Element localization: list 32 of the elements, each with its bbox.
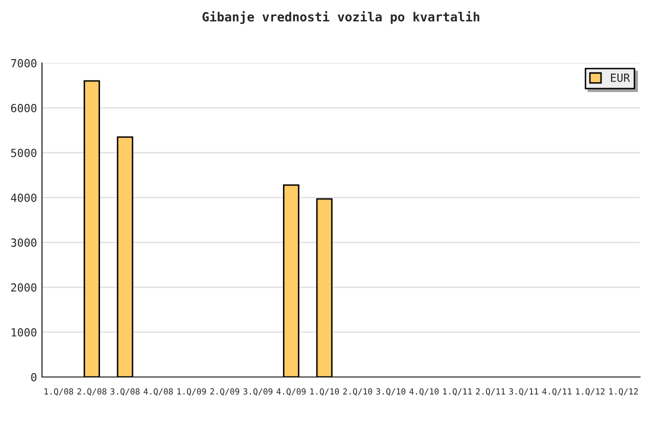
legend-label: EUR [611, 74, 630, 82]
bar [84, 80, 100, 377]
y-tick-label: 1000 [12, 328, 36, 337]
x-tick-label: 3.Q/08 [110, 388, 140, 396]
bar [282, 184, 300, 377]
chart-title: Gibanje vrednosti vozila po kvartalih [202, 11, 480, 24]
x-tick-label: 3.Q/09 [243, 388, 272, 396]
x-tick-label: 1.Q/08 [44, 388, 74, 396]
x-tick-label: 1.Q/12 [576, 388, 605, 396]
x-tick-label: 2.Q/09 [210, 388, 240, 396]
y-tick-label: 5000 [11, 148, 36, 158]
x-tick-label: 3.Q/10 [376, 388, 406, 396]
y-tick-label: 4000 [10, 194, 36, 202]
x-tick-label: 4.Q/11 [542, 388, 572, 396]
y-tick-label: 6000 [11, 104, 36, 112]
x-tick-label: 3.Q/11 [509, 388, 538, 396]
y-tick-label: 0 [31, 373, 36, 382]
x-tick-label: 2.Q/08 [77, 388, 106, 396]
y-tick-label: 2000 [11, 283, 36, 292]
x-tick-label: 2.Q/11 [476, 388, 505, 396]
y-tick-label: 3000 [11, 238, 36, 247]
x-tick-label: 1.Q/09 [177, 388, 206, 396]
y-tick-label: 7000 [11, 59, 36, 68]
bar [316, 198, 333, 377]
bar [116, 136, 134, 377]
x-tick-label: 1.Q/12 [609, 388, 638, 396]
x-tick-label: 4.Q/09 [276, 388, 306, 396]
x-tick-label: 1.Q/11 [443, 388, 472, 396]
x-tick-label: 4.Q/08 [144, 388, 173, 396]
x-tick-label: 4.Q/10 [409, 388, 439, 396]
x-tick-label: 1.Q/10 [310, 388, 339, 396]
x-tick-label: 2.Q/10 [343, 388, 372, 396]
